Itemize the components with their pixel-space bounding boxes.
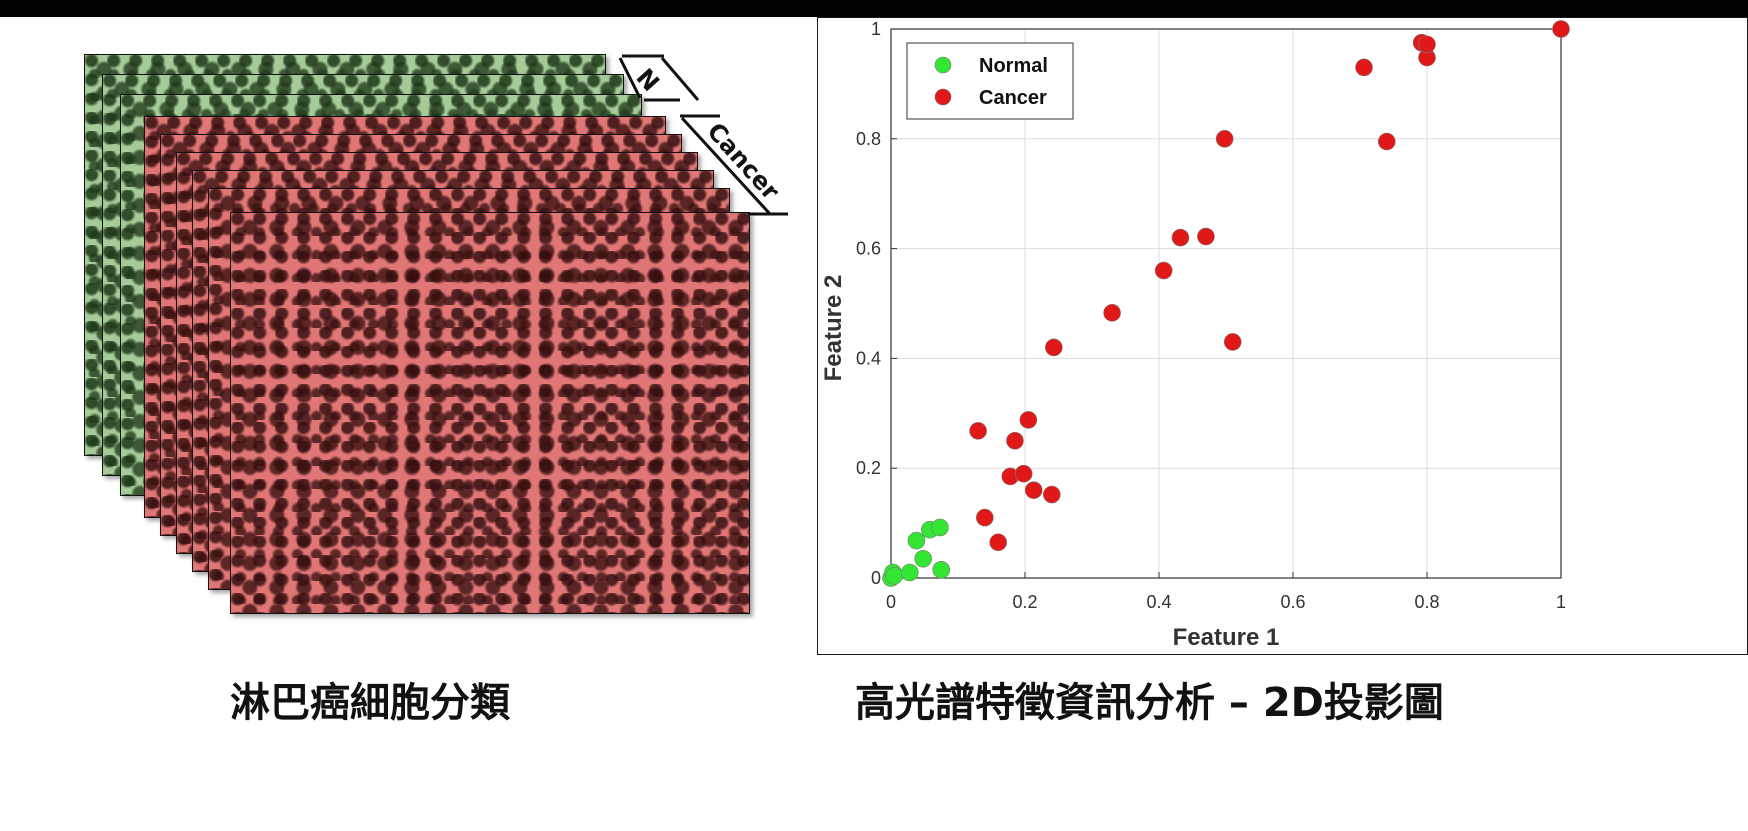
y-tick-label: 0.2 bbox=[856, 458, 881, 478]
y-tick-label: 1 bbox=[871, 19, 881, 39]
cancer-data-point bbox=[1043, 485, 1061, 504]
legend-marker-cancer bbox=[934, 88, 952, 106]
x-tick-label: 0.8 bbox=[1414, 592, 1439, 612]
cancer-data-point bbox=[1045, 338, 1063, 357]
y-tick-label: 0.4 bbox=[856, 348, 881, 368]
legend-label-cancer: Cancer bbox=[979, 87, 1047, 109]
cancer-data-point bbox=[1019, 411, 1038, 429]
x-axis-label: Feature 1 bbox=[1173, 624, 1280, 651]
left-caption: 淋巴癌細胞分類 bbox=[230, 680, 510, 726]
cancer-data-point bbox=[1418, 35, 1436, 54]
cancer-stack-label: Cancer bbox=[702, 117, 785, 205]
cancer-data-point bbox=[1014, 464, 1033, 483]
cancer-data-point bbox=[1377, 132, 1396, 151]
y-tick-label: 0 bbox=[871, 568, 881, 588]
normal-data-point bbox=[914, 549, 932, 568]
cancer-data-point bbox=[969, 422, 987, 440]
cancer-data-point bbox=[1215, 130, 1234, 148]
normal-data-point bbox=[932, 560, 951, 579]
x-tick-label: 0.2 bbox=[1012, 592, 1037, 612]
cancer-data-point bbox=[1223, 333, 1242, 351]
stack-brackets: N Cancer bbox=[618, 54, 788, 216]
legend-marker-normal bbox=[934, 56, 952, 74]
y-tick-label: 0.8 bbox=[856, 129, 881, 149]
cancer-data-point bbox=[1006, 431, 1024, 450]
legend-label-normal: Normal bbox=[979, 55, 1048, 77]
cancer-data-point bbox=[1024, 481, 1043, 499]
scatter-chart: 0 0.2 0.4 0.6 0.8 1 0 0.2 0.4 0.6 0.8 1 Normal Cance… bbox=[820, 19, 1570, 651]
normal-data-point bbox=[900, 563, 919, 582]
cancer-data-point bbox=[1355, 58, 1373, 77]
tissue-stack-illustration: N Cancer bbox=[60, 40, 800, 640]
y-tick-label: 0.6 bbox=[856, 239, 881, 259]
cancer-data-point bbox=[989, 533, 1007, 552]
legend-box bbox=[906, 42, 1074, 120]
x-tick-label: 0 bbox=[886, 592, 896, 612]
x-tick-label: 0.6 bbox=[1280, 592, 1305, 612]
x-tick-label: 0.4 bbox=[1146, 592, 1171, 612]
x-tick-label: 1 bbox=[1556, 592, 1566, 612]
cancer-data-point bbox=[1103, 304, 1121, 322]
cancer-data-point bbox=[1171, 228, 1190, 247]
cancer-data-point bbox=[1154, 261, 1173, 280]
y-axis-label: Feature 2 bbox=[820, 275, 847, 382]
cancer-data-point bbox=[1552, 20, 1570, 38]
top-black-band bbox=[0, 0, 1748, 17]
cancer-data-point bbox=[976, 508, 994, 527]
plot-border bbox=[890, 28, 1562, 579]
cancer-data-point bbox=[1197, 227, 1215, 246]
normal-data-point bbox=[885, 567, 904, 585]
cancer-tissue-layer bbox=[230, 212, 750, 614]
normal-data-point bbox=[931, 518, 949, 537]
normal-data-point bbox=[907, 531, 926, 550]
plot-area bbox=[891, 29, 1561, 578]
chart-caption: 高光譜特徵資訊分析 – 2D投影圖 bbox=[855, 680, 1444, 726]
